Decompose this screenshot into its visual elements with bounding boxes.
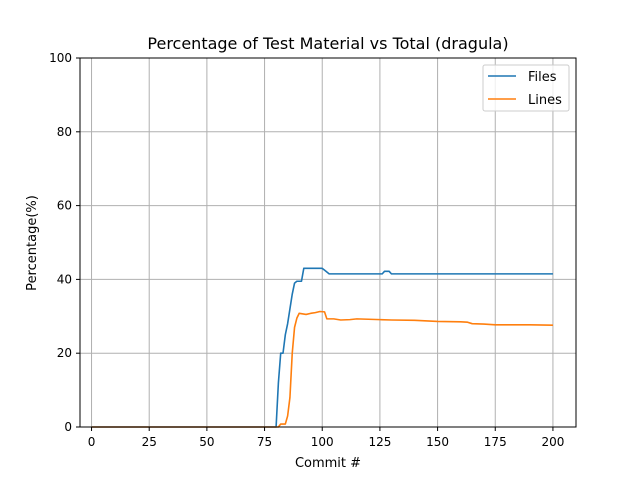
- y-axis-label: Percentage(%): [25, 195, 40, 291]
- legend-label-files: Files: [528, 70, 557, 85]
- x-tick-label: 75: [257, 435, 272, 449]
- series-layer: [91, 267, 553, 428]
- series-line-files: [91, 267, 553, 428]
- legend: Files Lines: [482, 64, 570, 112]
- y-tick-label: 60: [57, 199, 72, 213]
- x-tick-label: 125: [368, 435, 391, 449]
- legend-label-lines: Lines: [528, 93, 562, 108]
- y-tick-label: 100: [49, 51, 72, 65]
- x-tick-label: 200: [541, 435, 564, 449]
- x-tick-label: 100: [311, 435, 334, 449]
- x-tick-label: 25: [142, 435, 157, 449]
- x-tick-label: 0: [88, 435, 96, 449]
- axis-ticks: 0 25 50 75 100 125 150 175 200 0 20 40 60 80 100: [49, 51, 564, 449]
- series-line-lines: [91, 310, 553, 428]
- y-tick-label: 40: [57, 272, 72, 286]
- y-tick-label: 0: [64, 420, 72, 434]
- plot-frame: [79, 57, 577, 428]
- y-tick-label: 20: [57, 346, 72, 360]
- chart-title: Percentage of Test Material vs Total (dr…: [147, 34, 508, 53]
- x-axis-label: Commit #: [295, 456, 361, 471]
- y-tick-label: 80: [57, 125, 72, 139]
- x-tick-label: 150: [426, 435, 449, 449]
- x-tick-label: 175: [484, 435, 507, 449]
- x-tick-label: 50: [199, 435, 214, 449]
